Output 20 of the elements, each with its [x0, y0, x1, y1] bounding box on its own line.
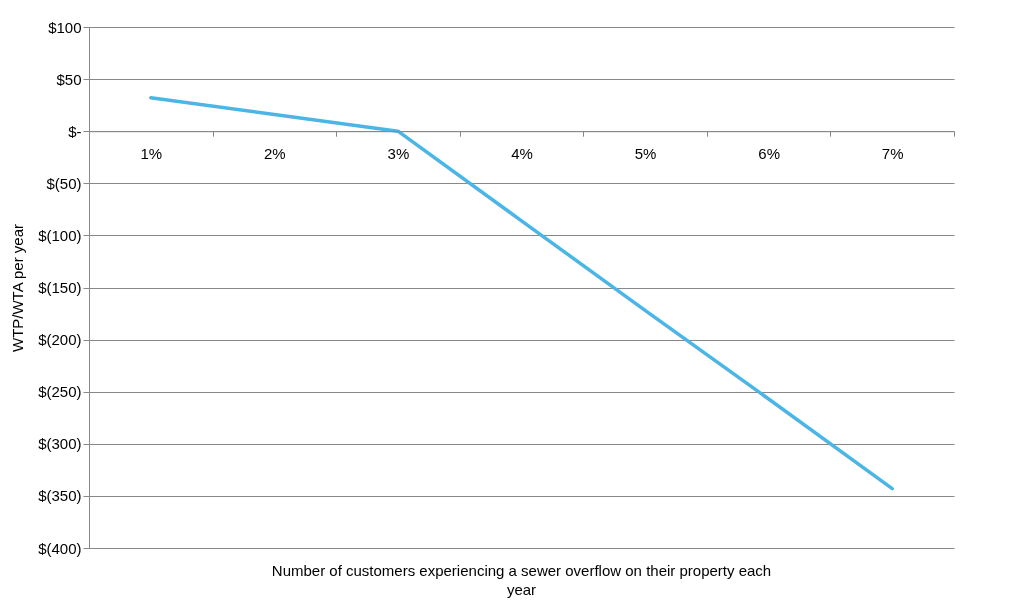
x-tick-label: 7% — [881, 144, 904, 162]
y-tick-label: $(200) — [38, 331, 82, 349]
y-axis-title: WTP/WTA per year — [9, 223, 27, 353]
y-tick-label: $(300) — [38, 435, 82, 453]
y-tick-label: $100 — [48, 18, 82, 36]
y-tick-label: $50 — [56, 70, 82, 88]
y-tick-label: $(350) — [38, 487, 82, 505]
y-tick-label: $(400) — [38, 539, 82, 557]
x-tick-label: 1% — [140, 144, 163, 162]
x-tick-label: 6% — [758, 144, 780, 162]
y-tick-label: $(50) — [46, 174, 82, 192]
x-tick-label: 3% — [387, 144, 410, 162]
y-tick-label: $- — [68, 122, 82, 140]
x-axis-title: Number of customers experiencing a sewer overflow on their property each year — [271, 562, 772, 598]
y-tick-label: $(150) — [38, 279, 82, 296]
x-tick-label: 4% — [511, 144, 533, 162]
x-tick-label: 5% — [634, 144, 657, 162]
x-tick-label: 2% — [264, 144, 286, 162]
y-tick-label: $(250) — [38, 383, 82, 401]
y-tick-label: $(100) — [38, 226, 82, 244]
